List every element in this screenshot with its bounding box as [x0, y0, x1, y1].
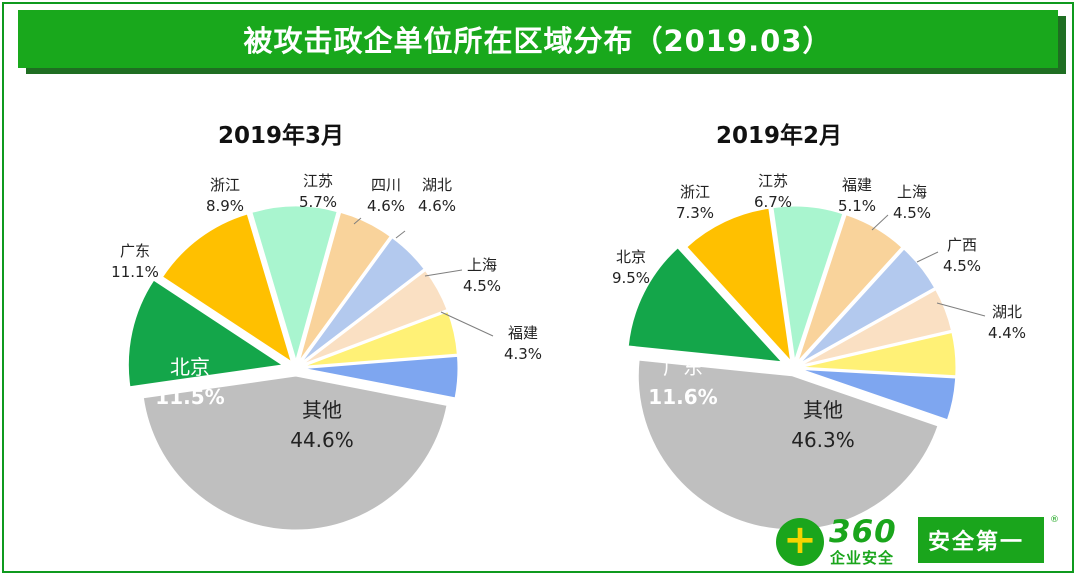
slice-label-0-7: 上海 4.5%	[454, 255, 510, 297]
slice-label-0-3: 浙江 8.9%	[197, 175, 253, 217]
slice-label-1-8: 湖北 4.4%	[979, 302, 1035, 344]
slice-name: 其他	[302, 398, 342, 422]
slice-name: 浙江	[209, 176, 240, 194]
leader-line-0-6	[395, 230, 406, 239]
slice-value: 4.6%	[417, 197, 457, 215]
slice-name: 江苏	[302, 172, 333, 190]
slice-label-1-1: 广东 11.6%	[643, 352, 723, 412]
logo-registered-mark: ®	[1050, 515, 1059, 525]
slice-value: 6.7%	[753, 193, 793, 211]
slice-name: 广东	[663, 355, 703, 379]
pie-slice-0-3	[251, 205, 338, 362]
pie-slice-1-8	[801, 369, 957, 421]
pie-slice-1-0	[637, 359, 939, 531]
pie-slice-0-4	[298, 211, 391, 362]
slice-name: 其他	[803, 398, 843, 422]
slice-value: 11.5%	[155, 385, 225, 409]
slice-label-1-3: 浙江 7.3%	[667, 182, 723, 224]
leader-line-1-8	[936, 302, 986, 317]
slice-value: 44.6%	[290, 428, 354, 452]
leader-line-1-7	[916, 251, 939, 263]
slice-label-1-4: 江苏 6.7%	[745, 171, 801, 213]
slice-name: 上海	[466, 256, 497, 274]
title-bar: 被攻击政企单位所在区域分布（2019.03）	[18, 10, 1058, 68]
slice-name: 江苏	[757, 172, 788, 190]
pie-slice-1-4	[797, 214, 903, 362]
slice-name: 北京	[170, 355, 210, 379]
slice-label-1-6: 上海 4.5%	[884, 182, 940, 224]
slice-label-0-5: 四川 4.6%	[358, 175, 414, 217]
logo-badge-text: 安全第一	[928, 530, 1025, 555]
slice-name: 福建	[841, 176, 872, 194]
slice-label-1-2: 北京 9.5%	[603, 247, 659, 289]
slice-label-0-6: 湖北 4.6%	[409, 175, 465, 217]
slice-value: 8.9%	[205, 197, 245, 215]
slice-label-0-4: 江苏 5.7%	[290, 171, 346, 213]
pie-slice-0-1	[127, 279, 284, 388]
pie-slice-0-2	[161, 213, 293, 363]
pie-slice-0-5	[301, 237, 425, 363]
slice-name: 上海	[896, 183, 927, 201]
pie-slice-1-6	[801, 289, 953, 366]
leader-line-0-5	[353, 217, 362, 225]
pie-slice-1-2	[686, 207, 792, 363]
pie-slice-0-7	[303, 311, 458, 367]
slice-value: 4.6%	[366, 197, 406, 215]
slice-value: 5.1%	[837, 197, 877, 215]
slice-value: 46.3%	[791, 428, 855, 452]
slice-label-0-8: 福建 4.3%	[495, 323, 551, 365]
slice-label-0-2: 广东 11.1%	[107, 241, 163, 283]
slice-value: 4.5%	[462, 277, 502, 295]
logo-brand-sub: 企业安全	[830, 549, 895, 567]
chart-title-february: 2019年2月	[715, 123, 843, 149]
slice-name: 湖北	[991, 303, 1022, 321]
slice-value: 4.4%	[987, 324, 1027, 342]
slice-name: 浙江	[679, 183, 710, 201]
leader-line-0-8	[440, 311, 494, 337]
pie-slice-1-7	[801, 331, 957, 377]
slice-name: 广西	[946, 236, 977, 254]
slice-value: 9.5%	[611, 269, 651, 287]
logo-plus-icon: +	[776, 518, 824, 566]
slice-name: 福建	[507, 324, 538, 342]
page-title: 被攻击政企单位所在区域分布（2019.03）	[243, 24, 833, 58]
slice-name: 北京	[615, 248, 646, 266]
pie-slice-1-1	[627, 247, 783, 363]
pie-slice-0-6	[302, 270, 448, 365]
slice-name: 四川	[370, 176, 401, 194]
slice-label-1-5: 福建 5.1%	[829, 175, 885, 217]
leader-line-1-6	[871, 214, 889, 231]
leader-line-0-7	[424, 269, 463, 277]
pie-slice-0-8	[303, 355, 459, 399]
slice-value: 4.5%	[892, 204, 932, 222]
slice-value: 11.6%	[648, 385, 718, 409]
slice-value: 4.5%	[942, 257, 982, 275]
logo-badge: 安全第一	[918, 517, 1044, 563]
pie-slice-0-0	[142, 375, 448, 531]
chart-title-march: 2019年3月	[217, 123, 345, 149]
pie-slice-1-5	[799, 248, 936, 364]
slice-value: 4.3%	[503, 345, 543, 363]
slice-name: 湖北	[421, 176, 452, 194]
slice-label-1-0: 其他 46.3%	[783, 395, 863, 455]
slice-value: 7.3%	[675, 204, 715, 222]
slice-label-0-1: 北京 11.5%	[150, 352, 230, 412]
pie-slice-1-3	[772, 205, 844, 361]
slice-name: 广东	[119, 242, 150, 260]
slice-value: 5.7%	[298, 193, 338, 211]
slice-label-1-7: 广西 4.5%	[934, 235, 990, 277]
slice-value: 11.1%	[111, 263, 159, 281]
slice-label-0-0: 其他 44.6%	[282, 395, 362, 455]
logo-brand-number: 360	[829, 514, 897, 550]
